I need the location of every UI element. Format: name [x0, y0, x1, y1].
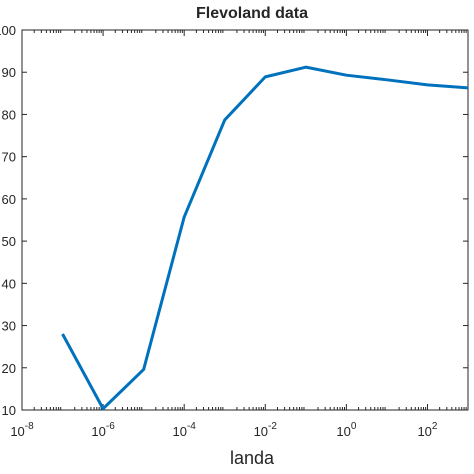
x-tick-base: 10 — [10, 424, 24, 439]
y-tick-label: 80 — [2, 107, 16, 122]
y-tick-label: 40 — [2, 276, 16, 291]
x-tick-label: 100 — [336, 421, 356, 439]
x-tick-base: 10 — [172, 424, 186, 439]
x-tick-label: 10-4 — [172, 421, 196, 439]
y-tick-label: 90 — [2, 65, 16, 80]
x-tick-base: 10 — [417, 424, 431, 439]
x-tick-exponent: -8 — [25, 421, 34, 432]
x-tick-label: 10-8 — [10, 421, 34, 439]
y-tick-label: 10 — [2, 403, 16, 418]
x-tick-base: 10 — [91, 424, 105, 439]
x-tick-base: 10 — [254, 424, 268, 439]
y-tick-label: 30 — [2, 319, 16, 334]
x-tick-exponent: -6 — [106, 421, 115, 432]
x-tick-label: 102 — [417, 421, 437, 439]
x-tick-label: 10-6 — [91, 421, 115, 439]
plot-frame — [21, 29, 469, 411]
y-tick-label: 20 — [2, 361, 16, 376]
y-tick-label: 60 — [2, 192, 16, 207]
x-tick-exponent: 0 — [351, 421, 357, 432]
x-tick-exponent: -4 — [187, 421, 196, 432]
y-tick-label: 50 — [2, 234, 16, 249]
chart-title: Flevoland data — [196, 5, 308, 22]
x-tick-exponent: -2 — [268, 421, 277, 432]
data-line — [61, 65, 469, 411]
y-tick-label: 70 — [2, 150, 16, 165]
x-tick-exponent: 2 — [432, 421, 438, 432]
y-tick-label: 100 — [0, 23, 16, 38]
x-tick-base: 10 — [336, 424, 350, 439]
x-tick-label: 10-2 — [254, 421, 278, 439]
x-axis-label: landa — [230, 448, 275, 468]
